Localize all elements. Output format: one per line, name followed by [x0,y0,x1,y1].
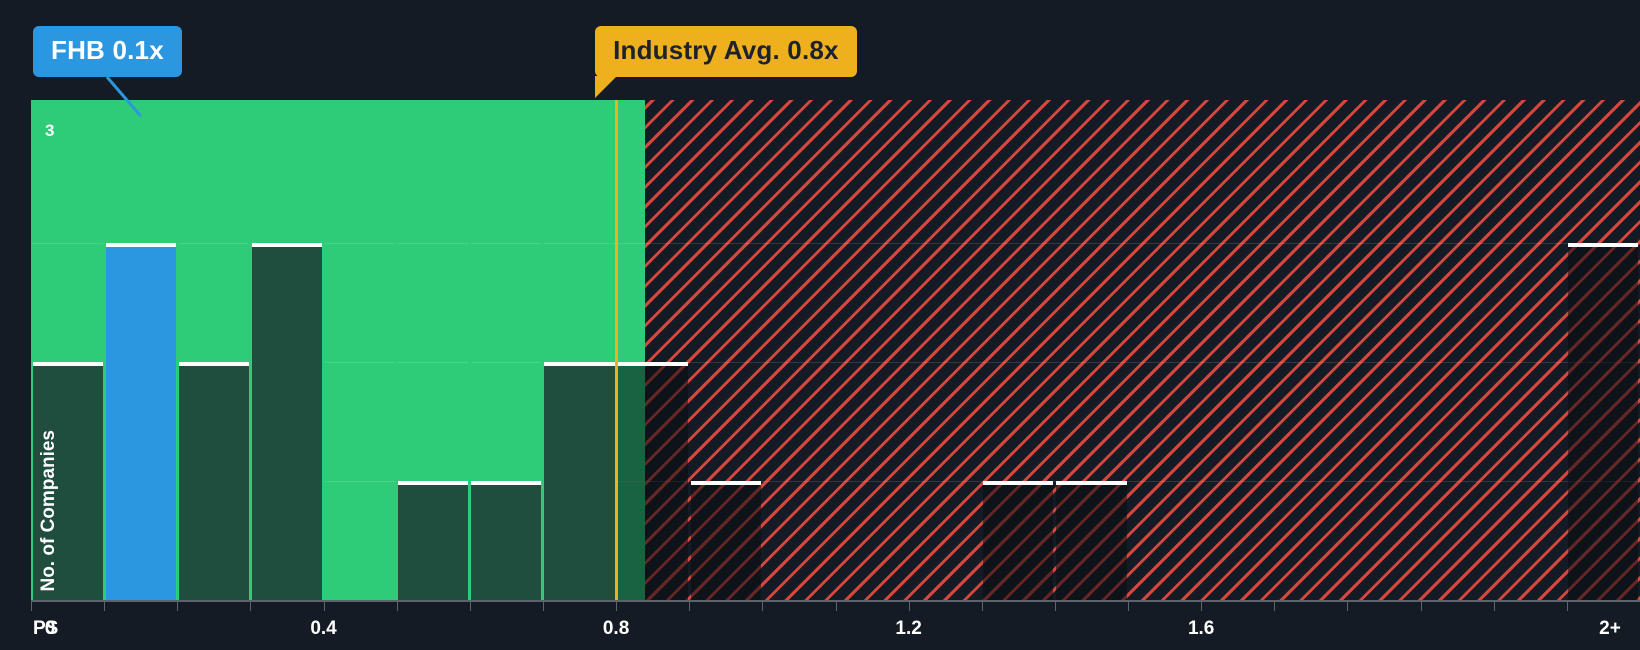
histogram-bar[interactable] [1056,480,1127,600]
histogram-bar[interactable] [544,361,615,600]
histogram-bar[interactable] [32,361,103,600]
x-axis-tick [1347,602,1349,611]
bar-body [690,484,761,600]
x-axis-label: 2+ [1599,618,1621,639]
x-axis-tick [104,602,106,611]
x-axis-label: 1.6 [1187,618,1215,639]
company-callout-tail [105,76,142,117]
x-axis-tick [689,602,691,611]
histogram-bar[interactable] [398,480,469,600]
bar-body [1568,246,1639,600]
bar-cap [617,361,688,366]
bar-cap [178,361,249,366]
x-axis-label: 1.2 [895,618,922,639]
x-axis-tick [1274,602,1276,611]
histogram-bar[interactable] [178,361,249,600]
x-axis-tick [31,602,32,611]
x-axis-tick [981,602,983,611]
histogram-bar[interactable] [983,480,1054,600]
company-callout-label: FHB 0.1x [51,35,164,65]
histogram-bar[interactable] [1568,242,1639,600]
x-axis-tick [396,602,398,611]
plot-area [31,100,1640,600]
bar-body [544,365,615,600]
bar-cap [251,242,323,247]
bin-separator [468,100,472,600]
bin-separator [102,100,106,600]
overvalued-zone [645,100,1640,600]
bin-separator [175,100,179,600]
x-axis-tick [1128,602,1130,611]
bar-cap [1056,480,1127,485]
x-axis-tick [1054,602,1056,611]
x-axis-tick [177,602,179,611]
x-axis-tick [835,602,837,611]
x-axis-label: 0 [44,618,56,639]
bar-body [251,246,323,600]
x-axis-tick [1566,602,1568,611]
x-axis-tick [250,602,252,611]
histogram-bar[interactable] [617,361,688,600]
x-axis-tick [542,602,544,611]
industry-callout-label: Industry Avg. 0.8x [613,35,839,65]
bar-body [471,484,542,600]
x-axis-title: PS [33,618,59,639]
bin-separator [395,100,399,600]
bar-body [105,246,176,600]
bar-body [178,365,249,600]
bar-cap [544,361,615,366]
x-axis-tick [1201,602,1203,611]
bar-body [398,484,469,600]
bin-separator [322,100,326,600]
x-axis-tick [1493,602,1495,611]
bar-cap [471,480,542,485]
x-axis-label: 0.4 [310,618,337,639]
y-axis-tick-label: 3 [45,121,55,140]
industry-callout[interactable]: Industry Avg. 0.8x [595,26,857,77]
bar-cap [690,480,761,485]
bar-body [32,365,103,600]
y-axis-title: No. of Companies [38,430,59,592]
histogram-bar[interactable] [251,242,323,600]
x-axis-tick [323,602,325,611]
x-axis-tick [469,602,471,611]
bin-separator [248,100,252,600]
bar-cap [398,480,469,485]
x-axis-line [31,600,1640,602]
x-axis-tick [1420,602,1422,611]
bar-cap [1568,242,1639,247]
histogram-bar[interactable] [690,480,761,600]
histogram-bar[interactable] [105,242,176,600]
histogram-bar[interactable] [471,480,542,600]
x-axis-tick [762,602,764,611]
bar-body [1056,484,1127,600]
bar-body [983,484,1054,600]
bar-cap [32,361,103,366]
bar-cap [105,242,176,247]
industry-callout-tail [595,76,618,98]
industry-marker-line [614,100,618,600]
x-axis-tick [616,602,618,611]
x-axis-label: 0.8 [602,618,630,639]
bin-separator [541,100,545,600]
bar-body [617,365,688,600]
bar-cap [983,480,1054,485]
company-callout[interactable]: FHB 0.1x [33,26,182,77]
x-axis-tick [908,602,910,611]
